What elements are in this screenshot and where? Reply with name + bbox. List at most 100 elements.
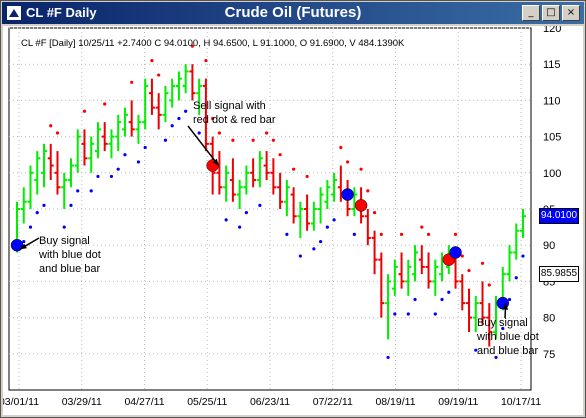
plot-area[interactable]: 758085909510010511011512003/01/1103/29/1… (3, 26, 583, 415)
price-bar (405, 259, 412, 296)
stop-dot (494, 355, 498, 360)
stop-dot (278, 153, 282, 157)
stop-dot (197, 131, 201, 135)
price-bar (94, 122, 101, 159)
y-tick-label: 115 (543, 59, 561, 71)
price-bar (371, 230, 378, 275)
stop-dot (501, 326, 505, 331)
price-bar (135, 114, 142, 144)
x-tick-label: 04/27/11 (124, 396, 164, 408)
buy-signal-dot (10, 238, 24, 252)
stop-dot (474, 348, 478, 352)
stop-dot (157, 73, 161, 77)
stop-dot (211, 116, 215, 121)
stop-dot (413, 297, 417, 302)
price-bar (27, 165, 34, 209)
x-tick-label: 03/01/11 (3, 396, 39, 408)
app-icon (6, 5, 22, 21)
price-bar (128, 100, 135, 137)
price-bar (34, 151, 41, 195)
price-bar (513, 223, 520, 260)
stop-dot (258, 203, 262, 207)
stop-dot (305, 174, 309, 179)
stop-marker-dot (449, 246, 462, 259)
price-bar (472, 295, 479, 333)
price-bar (155, 93, 162, 130)
stop-dot (28, 225, 33, 229)
stop-dot (163, 138, 168, 142)
stop-dot (49, 124, 53, 128)
stop-dot (298, 254, 302, 258)
price-bar (81, 129, 88, 166)
buy-annotation-2: Buy signal with blue dot and blue bar (477, 316, 539, 358)
price-bar (412, 245, 419, 282)
price-bar (229, 158, 236, 202)
price-bar (223, 165, 230, 202)
price-bar (256, 151, 263, 188)
sell-arrow (187, 125, 220, 167)
price-bar (324, 180, 331, 209)
stop-dot (55, 131, 60, 135)
sell-arrow-head (212, 158, 219, 166)
buy2-line-2: with blue dot (477, 331, 539, 343)
stop-dot (359, 167, 363, 171)
price-bar (304, 194, 311, 231)
price-bar (263, 151, 270, 181)
y-tick-label: 105 (543, 132, 561, 144)
stop-dot (332, 218, 336, 222)
stop-marker-dot (341, 188, 354, 201)
buy2-arrow-head (502, 303, 509, 310)
x-tick-label: 03/29/11 (62, 396, 102, 408)
price-bar (364, 209, 371, 246)
stop-dot (224, 218, 228, 222)
stop-dot (170, 124, 174, 128)
minimize-button[interactable]: _ (522, 5, 540, 21)
stop-dot (433, 312, 437, 316)
stop-dot (339, 145, 343, 150)
price-chart[interactable]: 758085909510010511011512003/01/1103/29/1… (3, 26, 583, 415)
price-bar (317, 187, 324, 224)
stop-dot (89, 189, 93, 193)
price-bar (243, 165, 250, 195)
stop-dot (420, 225, 424, 229)
price-bar (182, 64, 189, 94)
stop-dot (35, 211, 39, 215)
sell-annotation: Sell signal with red dot & red bar (193, 99, 276, 127)
close-button[interactable]: × (562, 5, 580, 21)
price-bar (459, 274, 466, 311)
stop-dot (103, 102, 107, 106)
price-bar (506, 245, 513, 282)
title-bar[interactable]: CL #F Daily Crude Oil (Futures) _ □ × (2, 2, 584, 24)
last-price-tag: 94.0100 (539, 208, 579, 225)
stop-dot (184, 109, 188, 113)
price-bar (236, 180, 243, 209)
stop-dot (190, 44, 195, 48)
maximize-button[interactable]: □ (542, 5, 560, 21)
x-tick-label: 10/17/11 (501, 396, 541, 408)
stop-dot (393, 312, 397, 316)
stop-dot (426, 232, 431, 236)
buy-annotation-1: Buy signal with blue dot and blue bar (39, 234, 101, 276)
price-bar (479, 281, 486, 325)
price-bar (169, 78, 176, 108)
stop-dot (76, 189, 80, 193)
price-bar (216, 151, 223, 195)
stop-dot (109, 174, 114, 179)
stop-dot (319, 239, 323, 244)
stop-dot (62, 225, 66, 229)
price-bar (378, 252, 385, 318)
price-bar (466, 288, 473, 333)
sell-annotation-line-1: Sell signal with (193, 100, 266, 112)
price-bar (202, 78, 209, 152)
marker-price-tag: 85.9855 (539, 266, 579, 283)
price-bar (520, 209, 526, 238)
price-bar (47, 143, 54, 181)
price-bar (121, 107, 128, 137)
price-bar (175, 71, 182, 101)
stop-dot (265, 131, 269, 135)
price-bar (290, 187, 297, 224)
stop-dot (460, 254, 464, 258)
x-tick-label: 07/22/11 (313, 396, 353, 408)
price-bar (40, 143, 47, 188)
stop-dot (440, 297, 444, 302)
